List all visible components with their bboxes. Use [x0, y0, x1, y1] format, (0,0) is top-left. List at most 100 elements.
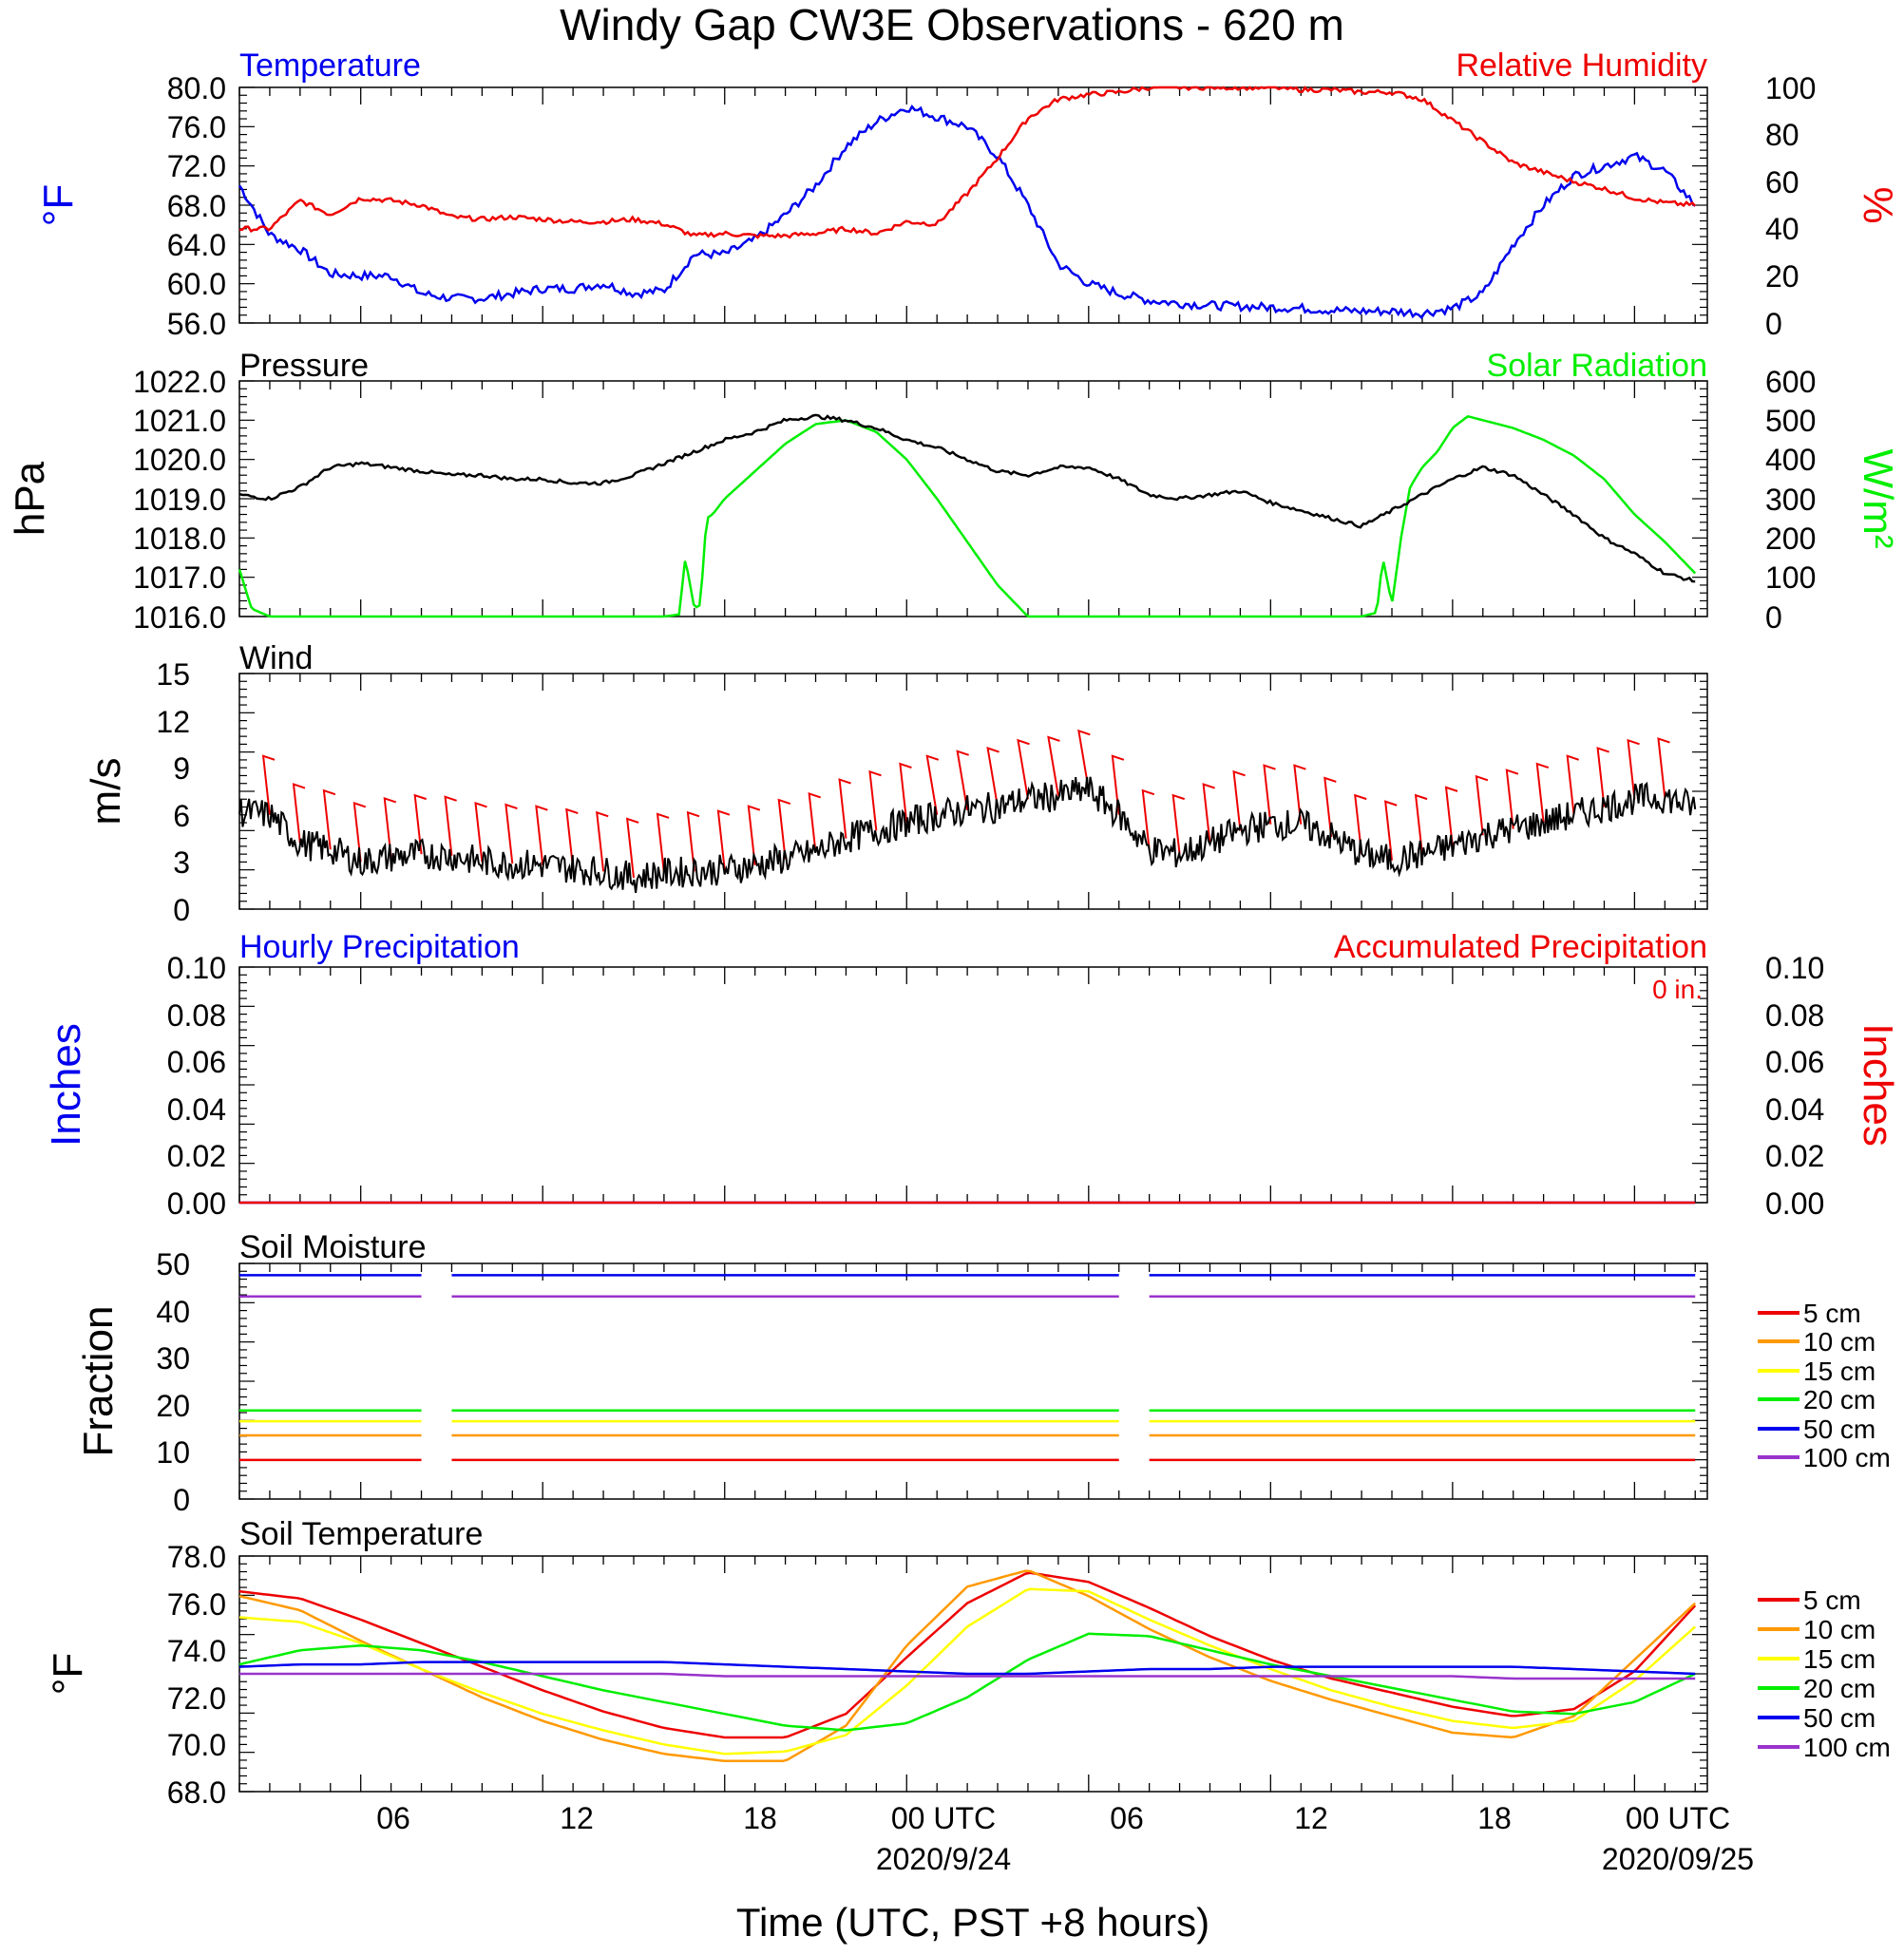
humidity-axis-unit: %	[1855, 186, 1901, 223]
x-tick-label: 18	[1477, 1801, 1512, 1835]
x-tick-label: 12	[1294, 1801, 1328, 1835]
wind-barb	[261, 754, 276, 815]
y-tick-label: 76.0	[167, 110, 226, 144]
panel-pressure-solar-tickmarks	[238, 380, 1707, 617]
accumulated-precipitation-title: Accumulated Precipitation	[1334, 929, 1707, 965]
y-tick-label: 1018.0	[133, 522, 226, 556]
wind-barb	[1354, 793, 1367, 855]
y-tick-label: 0.10	[167, 951, 226, 985]
wind-barb	[1566, 754, 1580, 815]
wind-barb	[565, 807, 579, 869]
pressure-series-line	[238, 413, 1696, 583]
soil-temperature-title: Soil Temperature	[239, 1516, 483, 1552]
wind-barb	[838, 778, 851, 839]
y-tick-label: 64.0	[167, 228, 226, 262]
hourly-precipitation-title: Hourly Precipitation	[239, 929, 520, 965]
panel-precipitation-tickmarks	[238, 966, 1707, 1204]
y-tick-label: 60.0	[167, 267, 226, 301]
y-tick-label: 40	[156, 1295, 190, 1329]
y-tick-label: 50	[156, 1247, 190, 1281]
soil-temperature-line-100cm	[239, 1672, 1696, 1680]
soil-moisture-title: Soil Moisture	[239, 1229, 427, 1265]
wind-barb	[1383, 800, 1398, 861]
y-tick-label: 72.0	[167, 1681, 226, 1716]
legend-label-15cm: 15 cm	[1803, 1357, 1875, 1386]
wind-barb	[1475, 774, 1489, 836]
humidity-y-ticks: 100 80 60 40 20 0	[1765, 71, 1816, 341]
panel-wind-tickmarks	[238, 673, 1707, 910]
soil-moisture-axis-unit: Fraction	[75, 1306, 122, 1457]
soil-temperature-line-15cm	[238, 1587, 1697, 1756]
y-tick-label: 74.0	[167, 1634, 226, 1668]
wind-barb	[899, 762, 912, 824]
wind-barb	[986, 747, 1000, 807]
solar-radiation-series-line	[238, 414, 1697, 618]
wind-barb	[1111, 754, 1125, 815]
soil-temperature-legend: 5 cm 10 cm 15 cm 20 cm 50 cm 100 cm	[1758, 1585, 1891, 1762]
soil-temperature-line-50cm	[238, 1661, 1696, 1676]
wind-barb	[808, 792, 821, 853]
wind-speed-series-line	[238, 776, 1697, 894]
x-tick-label: 06	[1110, 1801, 1144, 1835]
y-tick-label: 0.06	[1765, 1045, 1824, 1079]
y-tick-label: 10	[156, 1435, 190, 1470]
y-tick-label: 3	[173, 845, 190, 880]
wind-barb	[747, 805, 761, 865]
y-tick-label: 12	[156, 705, 190, 739]
wind-barb	[1017, 738, 1030, 800]
y-tick-label: 20	[156, 1389, 190, 1423]
x-axis: 06 12 18 00 UTC 06 12 18 00 UTC 2020/9/2…	[376, 1801, 1754, 1945]
accum-precip-axis-unit: Inches	[1855, 1023, 1901, 1147]
legend-label-5cm: 5 cm	[1803, 1299, 1861, 1328]
hourly-precip-axis-unit: Inches	[43, 1023, 89, 1147]
pressure-axis-unit: hPa	[7, 461, 53, 536]
y-tick-label: 1022.0	[133, 365, 226, 399]
y-tick-label: 0	[173, 893, 190, 927]
wind-barb	[535, 805, 548, 865]
y-tick-label: 9	[173, 751, 190, 786]
y-tick-label: 0.06	[167, 1045, 226, 1079]
wind-barb	[1444, 786, 1458, 846]
y-tick-label: 1021.0	[133, 404, 226, 438]
y-tick-label: 78.0	[167, 1540, 226, 1574]
wind-barb	[352, 801, 367, 863]
y-tick-label: 56.0	[167, 307, 226, 341]
y-tick-label: 76.0	[167, 1587, 226, 1622]
soil-temperature-axis-unit: °F	[45, 1653, 91, 1695]
legend-label-100cm: 100 cm	[1803, 1443, 1891, 1472]
y-tick-label: 0.08	[167, 998, 226, 1033]
x-tick-label: 18	[743, 1801, 777, 1835]
y-tick-label: 500	[1765, 404, 1816, 438]
y-tick-label: 600	[1765, 365, 1816, 399]
panel-temp-rh: Temperature Relative Humidity °F % 80.0 …	[35, 47, 1901, 341]
wind-barb	[1232, 769, 1246, 831]
wind-barb	[1627, 738, 1640, 800]
wind-barb	[686, 810, 700, 872]
solar-axis-unit: W/m²	[1855, 448, 1901, 548]
wind-barb	[1141, 788, 1155, 850]
legend-label-20cm: 20 cm	[1803, 1674, 1875, 1703]
accum-precip-y-ticks: 0.10 0.08 0.06 0.04 0.02 0.00	[1765, 951, 1824, 1221]
y-tick-label: 1020.0	[133, 443, 226, 477]
wind-barb	[1505, 769, 1519, 829]
legend-label-5cm: 5 cm	[1803, 1585, 1861, 1615]
y-tick-label: 300	[1765, 483, 1816, 517]
wind-barb	[1171, 793, 1186, 855]
panel-soil-temperature-tickmarks	[238, 1555, 1707, 1793]
y-tick-label: 0.02	[167, 1139, 226, 1173]
wind-barb	[596, 810, 609, 872]
temperature-y-ticks: 80.0 76.0 72.0 68.0 64.0 60.0 56.0	[167, 71, 226, 341]
soil-temperature-series-lines	[238, 1569, 1697, 1763]
soil-temperature-y-ticks: 78.0 76.0 74.0 72.0 70.0 68.0	[167, 1540, 226, 1810]
wind-barb	[413, 793, 427, 855]
y-tick-label: 0	[1765, 307, 1782, 341]
y-tick-label: 0.02	[1765, 1139, 1824, 1173]
temperature-axis-unit: °F	[35, 184, 82, 226]
solar-y-ticks: 600 500 400 300 200 100 0	[1765, 365, 1816, 635]
y-tick-label: 0	[173, 1483, 190, 1517]
wind-barb	[505, 803, 518, 864]
wind-barb	[1077, 729, 1091, 790]
panel-soil-moisture-tickmarks	[238, 1262, 1707, 1500]
legend-label-10cm: 10 cm	[1803, 1615, 1875, 1644]
